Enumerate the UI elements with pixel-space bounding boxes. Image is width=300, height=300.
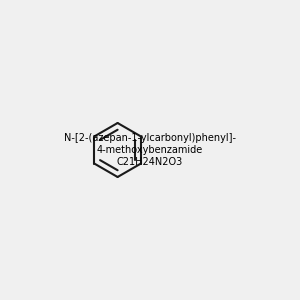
Text: N-[2-(azepan-1-ylcarbonyl)phenyl]-
4-methoxybenzamide
C21H24N2O3: N-[2-(azepan-1-ylcarbonyl)phenyl]- 4-met… [64,134,236,166]
